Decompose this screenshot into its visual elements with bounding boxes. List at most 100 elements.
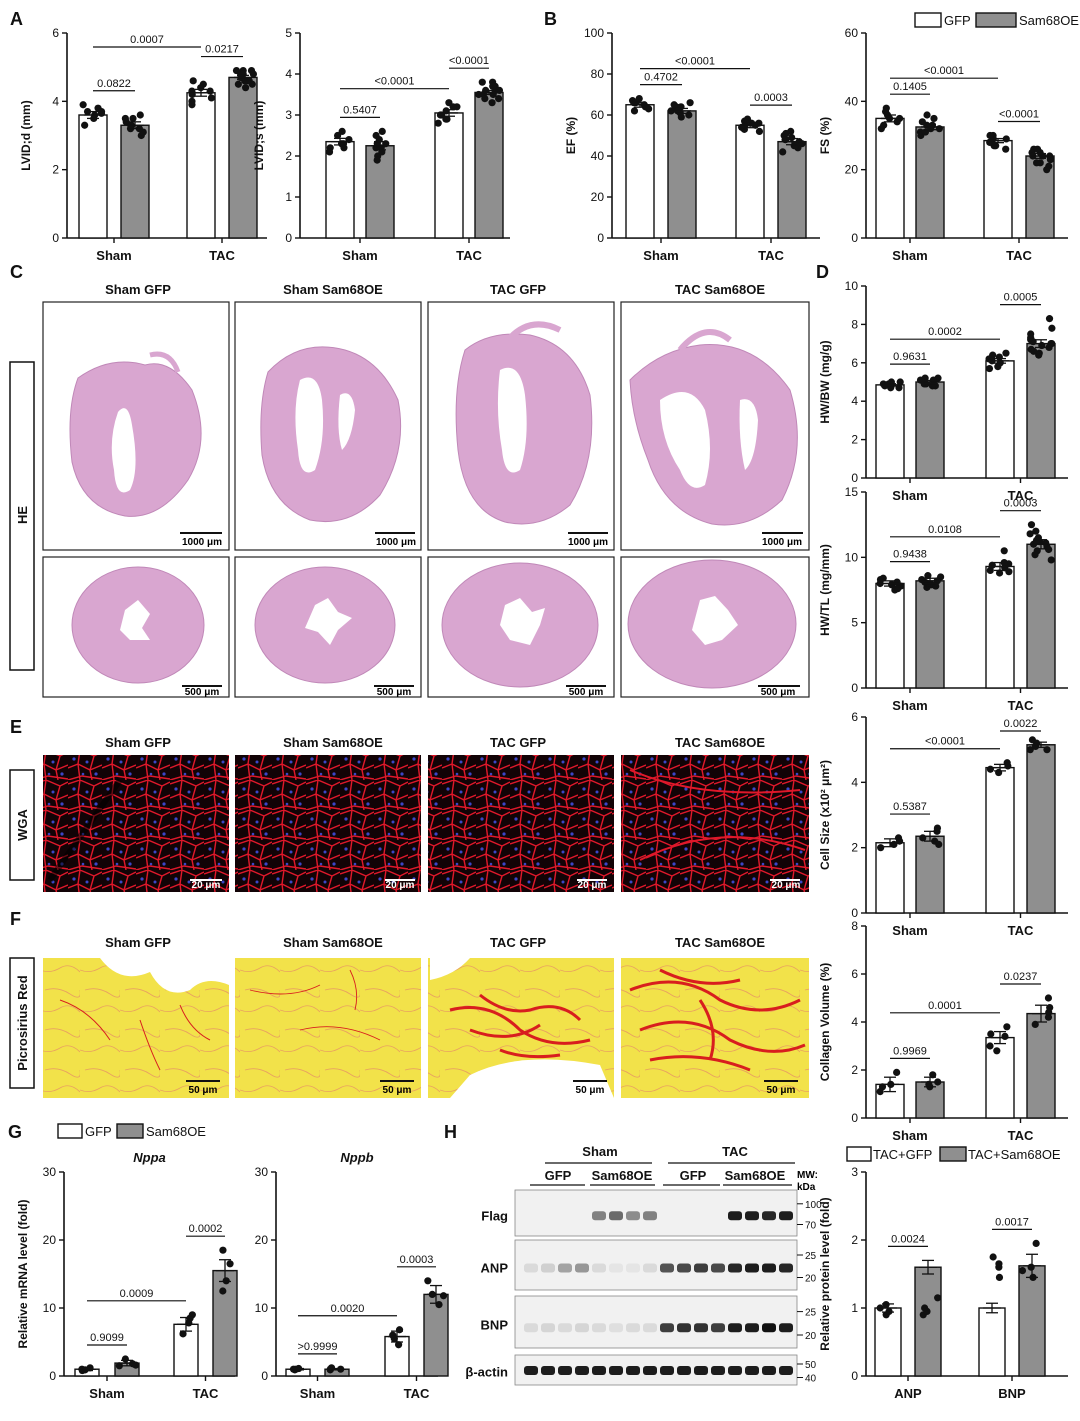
chart-g2: 0 10 20 30 Nppb Sham TAC >0.9999 0.0003 0.0020 — [255, 1150, 449, 1401]
blot-row-bnp: BNP 25 20 — [481, 1295, 817, 1349]
data-point — [439, 1292, 448, 1300]
y-tick-label: 4 — [285, 67, 292, 81]
x-category-label: BNP — [998, 1386, 1026, 1401]
blot-band — [643, 1366, 657, 1375]
data-point — [495, 95, 503, 103]
p-value-label: <0.0001 — [449, 55, 489, 67]
wga-title-tac-sam68oe: TAC Sam68OE — [675, 735, 765, 750]
data-point — [234, 80, 242, 88]
chart-d2: 0 5 10 15 HW/TL (mg/mm) Sham TAC 0.9438 0.0003 0.… — [818, 485, 1068, 713]
data-point — [1047, 340, 1055, 348]
legend-h: TAC+GFP TAC+Sam68OE — [846, 1146, 1061, 1162]
chart-a2: 0 1 2 3 4 5 LVID;s (mm) Sham TAC 0.5407 <0.0001 <0.… — [252, 26, 510, 263]
x-category-label: Sham — [643, 248, 678, 263]
data-point — [121, 1355, 129, 1363]
panel-letter-b: B — [544, 9, 557, 29]
x-category-label: TAC — [404, 1386, 430, 1401]
he-row-label: HE — [15, 506, 30, 524]
wga-title-tac-gfp: TAC GFP — [490, 735, 546, 750]
bar-open — [875, 842, 905, 914]
p-value-label: 0.0024 — [891, 1233, 925, 1245]
data-point — [1045, 545, 1053, 554]
blot-band — [660, 1366, 674, 1375]
y-tick-label: 40 — [591, 149, 605, 163]
bar-filled — [212, 1269, 238, 1377]
p-value-label: 0.0003 — [1004, 498, 1038, 510]
blot-band — [660, 1323, 674, 1333]
legend-gfp-label: GFP — [944, 13, 971, 28]
blot-mw-label: MW: — [797, 1170, 818, 1181]
data-point — [395, 1341, 403, 1349]
he-title-tac-sam68oe: TAC Sam68OE — [675, 282, 765, 297]
data-point — [136, 111, 144, 119]
data-point — [1000, 547, 1008, 555]
y-tick-label: 1 — [285, 190, 292, 204]
panel-letter-a: A — [10, 9, 23, 29]
y-tick-label: 6 — [851, 356, 858, 370]
data-point — [986, 131, 994, 140]
blot-band — [711, 1263, 725, 1273]
p-value-label: 0.0001 — [928, 1000, 962, 1012]
blot-header-tac: TAC — [722, 1144, 748, 1159]
p-value-label: 0.9438 — [893, 549, 927, 561]
blot-band — [694, 1263, 708, 1273]
data-point — [188, 101, 196, 109]
y-tick-label: 8 — [851, 317, 858, 331]
wga-title-sham-sam68oe: Sham Sam68OE — [283, 735, 383, 750]
legend-sam68oe-label: Sam68OE — [1019, 13, 1079, 28]
y-tick-label: 4 — [851, 1015, 858, 1029]
blot-band — [728, 1211, 742, 1221]
data-point — [1003, 1023, 1011, 1031]
data-point — [995, 1273, 1004, 1281]
blot-band — [575, 1263, 589, 1273]
x-category-label: Sham — [300, 1386, 335, 1401]
data-point — [449, 103, 457, 111]
picro-image-sham-gfp: 50 μm — [43, 958, 229, 1098]
data-point — [189, 77, 197, 85]
data-point — [1045, 315, 1054, 323]
y-tick-label: 0 — [851, 1369, 858, 1383]
data-point — [986, 1042, 994, 1050]
he-image-sham-gfp-cross: 500 μm — [42, 556, 230, 698]
picro-scale-4: 50 μm — [767, 1085, 796, 1096]
data-point — [340, 144, 348, 152]
data-point — [923, 111, 931, 119]
blot-marker-label: 50 — [805, 1360, 817, 1371]
bar-filled — [1026, 543, 1056, 689]
p-value-label: 0.0822 — [97, 78, 131, 90]
blot-marker-label: 25 — [805, 1251, 817, 1262]
blot-band — [694, 1323, 708, 1333]
data-point — [97, 109, 106, 117]
data-point — [927, 125, 935, 133]
he-scale-1: 1000 μm — [182, 537, 222, 548]
data-point — [219, 1246, 227, 1254]
data-point — [924, 572, 932, 580]
data-point — [921, 1304, 929, 1312]
wga-scale-2: 20 μm — [386, 880, 415, 891]
blot-lane-gfp-2: GFP — [680, 1168, 707, 1183]
y-tick-label: 4 — [851, 775, 858, 789]
blot-band — [779, 1263, 793, 1273]
p-value-label: <0.0001 — [999, 109, 1039, 121]
data-point — [985, 364, 994, 373]
data-point — [1032, 527, 1040, 535]
y-tick-label: 0 — [285, 231, 292, 245]
blot-band — [779, 1211, 793, 1221]
wga-title-sham-gfp: Sham GFP — [105, 735, 171, 750]
p-value-label: 0.0003 — [400, 1254, 434, 1266]
data-point — [226, 1260, 234, 1268]
bar-filled — [474, 91, 504, 239]
y-axis-label: LVID;s (mm) — [252, 101, 266, 171]
blot-band — [677, 1263, 691, 1273]
blot-band — [541, 1366, 555, 1375]
y-tick-label: 1 — [851, 1301, 858, 1315]
blot-band — [626, 1323, 640, 1333]
data-point — [934, 1294, 942, 1302]
blot-band — [524, 1323, 538, 1333]
blot-band — [643, 1323, 657, 1333]
picro-image-tac-sam68oe: 50 μm — [621, 958, 809, 1098]
panel-letter-d: D — [816, 262, 829, 282]
picro-title-sham-gfp: Sham GFP — [105, 935, 171, 950]
data-point — [242, 84, 250, 92]
wga-row-label-box: WGA — [9, 769, 35, 881]
